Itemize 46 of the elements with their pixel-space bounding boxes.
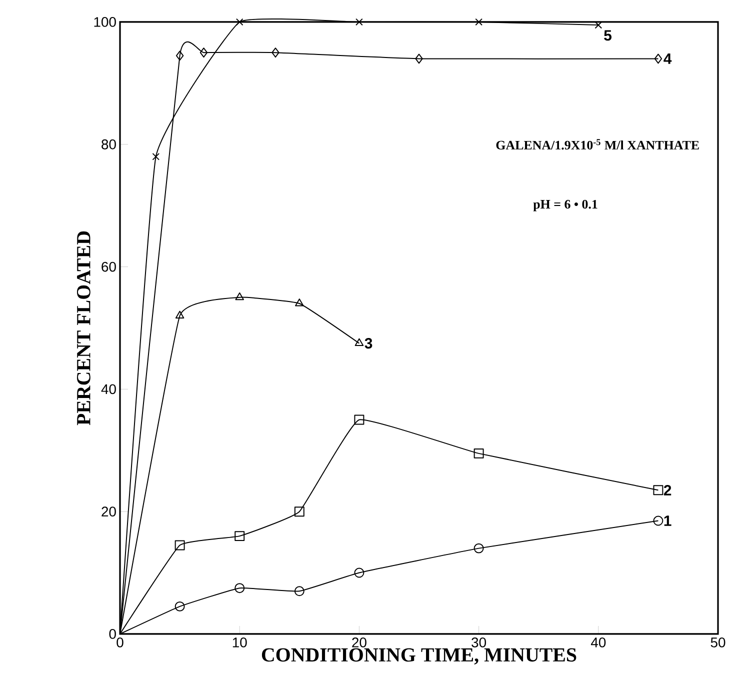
point <box>272 48 280 58</box>
point <box>354 568 364 578</box>
point <box>234 583 245 594</box>
point <box>354 414 364 425</box>
y-tick-label: 0 <box>109 629 116 639</box>
series-label: 5 <box>604 30 612 41</box>
x-tick-label: 0 <box>116 637 124 648</box>
y-tick-label: 80 <box>102 139 116 150</box>
point <box>236 18 244 26</box>
y-tick-label: 100 <box>94 17 116 27</box>
point <box>354 338 364 346</box>
point <box>415 54 423 64</box>
series-label: 4 <box>664 54 672 64</box>
point <box>653 485 664 496</box>
point <box>175 310 184 318</box>
x-tick-label: 40 <box>590 637 606 648</box>
x-tick-label: 30 <box>472 637 486 648</box>
annotation: pH = 6 • 0.1 <box>533 200 598 212</box>
x-tick-label: 20 <box>352 637 366 648</box>
point <box>654 54 662 64</box>
y-tick-label: 20 <box>102 506 116 517</box>
point <box>295 298 304 306</box>
point <box>653 516 664 526</box>
point <box>174 540 185 550</box>
series-label: 3 <box>364 338 372 349</box>
series-label: 2 <box>664 484 672 496</box>
point <box>174 601 185 612</box>
point <box>356 18 363 26</box>
y-axis-title: PERCENT FLOATED <box>76 231 90 426</box>
point <box>234 531 245 542</box>
point <box>235 292 244 300</box>
x-tick-label: 10 <box>232 637 247 648</box>
point <box>294 506 304 517</box>
x-axis-title: CONDITIONING TIME, MINUTES <box>262 648 576 664</box>
point <box>152 152 160 160</box>
point <box>474 448 484 458</box>
y-tick-label: 60 <box>102 262 116 272</box>
y-tick-label: 40 <box>101 384 116 394</box>
point <box>200 48 208 58</box>
annotation: GALENA/1.9X10$^{-5}$ M/l XANTHATE <box>496 139 699 150</box>
point <box>475 18 482 26</box>
point <box>176 50 184 61</box>
x-tick-label: 50 <box>710 637 726 648</box>
series-label: 1 <box>664 516 672 526</box>
point <box>474 543 484 554</box>
point <box>294 586 304 596</box>
